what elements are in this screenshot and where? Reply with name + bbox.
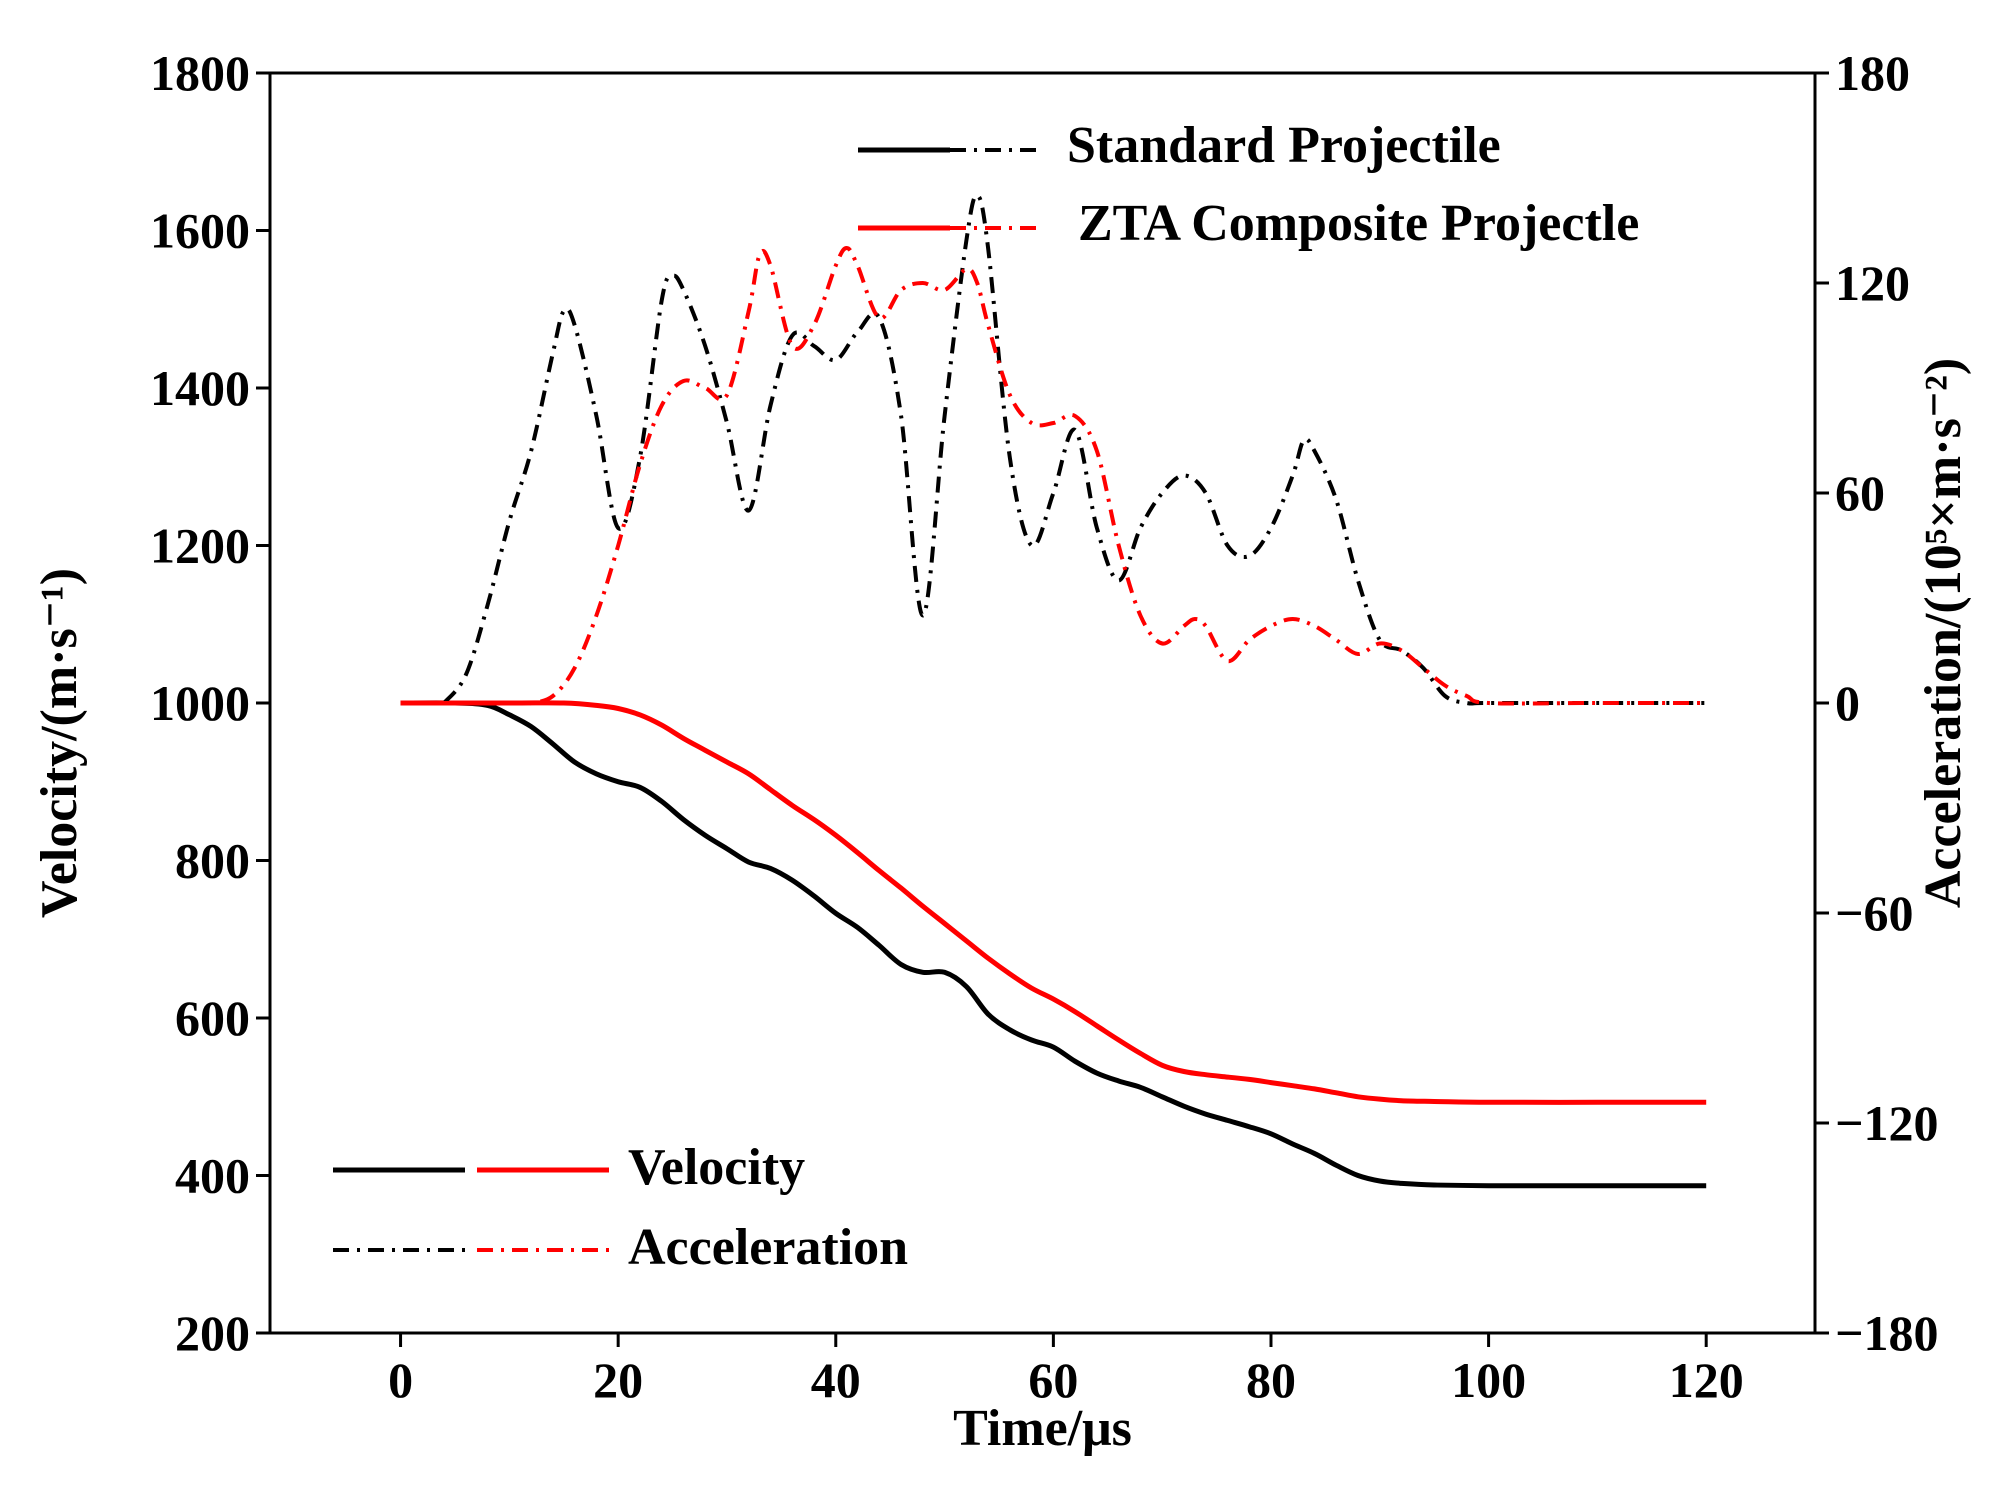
y-left-tick-label: 200 [175, 1305, 250, 1361]
y-axis-left-title: Velocity/(m·s⁻¹) [31, 568, 88, 918]
legend-zta-label: ZTA Composite Projectle [1078, 195, 1639, 252]
y-axis-left-ticks: 200 400 600 800 1000 1200 1400 1600 1800 [150, 45, 270, 1361]
y-right-tick-label: −180 [1835, 1305, 1939, 1361]
x-tick-label: 120 [1669, 1352, 1744, 1408]
x-tick-label: 0 [388, 1352, 413, 1408]
y-left-tick-label: 600 [175, 990, 250, 1046]
standard-projectile-acceleration-line [442, 193, 1707, 706]
series-lines [400, 193, 1707, 1189]
y-right-tick-label: −120 [1835, 1095, 1939, 1151]
y-right-tick-label: 60 [1835, 465, 1885, 521]
x-tick-label: 80 [1246, 1352, 1296, 1408]
y-right-tick-label: 180 [1835, 45, 1910, 101]
y-left-tick-label: 1200 [150, 518, 250, 574]
x-tick-label: 40 [811, 1352, 861, 1408]
zta-composite-projectle-velocity-line [400, 700, 1707, 1105]
y-axis-right-ticks: −180 −120 −60 0 60 120 180 [1815, 45, 1939, 1361]
y-left-tick-label: 800 [175, 833, 250, 889]
y-axis-right-title: Acceleration/(10⁵×m·s⁻²) [1915, 358, 1972, 908]
y-left-tick-label: 400 [175, 1148, 250, 1204]
y-right-tick-label: 120 [1835, 255, 1910, 311]
y-left-tick-label: 1000 [150, 675, 250, 731]
legend-quantity: Velocity Acceleration [333, 1139, 908, 1276]
y-right-tick-label: 0 [1835, 675, 1860, 731]
y-left-tick-label: 1600 [150, 203, 250, 259]
y-left-tick-label: 1400 [150, 360, 250, 416]
legend-acceleration-label: Acceleration [628, 1219, 908, 1276]
x-tick-label: 100 [1451, 1352, 1526, 1408]
x-axis-ticks: 0 20 40 60 80 100 120 [388, 1333, 1744, 1408]
standard-projectile-velocity-line [400, 700, 1707, 1189]
legend-projectile: Standard Projectile ZTA Composite Projec… [858, 117, 1639, 252]
y-right-tick-label: −60 [1835, 885, 1914, 941]
y-left-tick-label: 1800 [150, 45, 250, 101]
x-tick-label: 60 [1028, 1352, 1078, 1408]
zta-composite-projectle-acceleration-line [400, 246, 1707, 706]
x-axis-title: Time/μs [953, 1400, 1132, 1457]
legend-standard-label: Standard Projectile [1067, 117, 1501, 174]
x-tick-label: 20 [593, 1352, 643, 1408]
legend-velocity-label: Velocity [628, 1139, 805, 1196]
